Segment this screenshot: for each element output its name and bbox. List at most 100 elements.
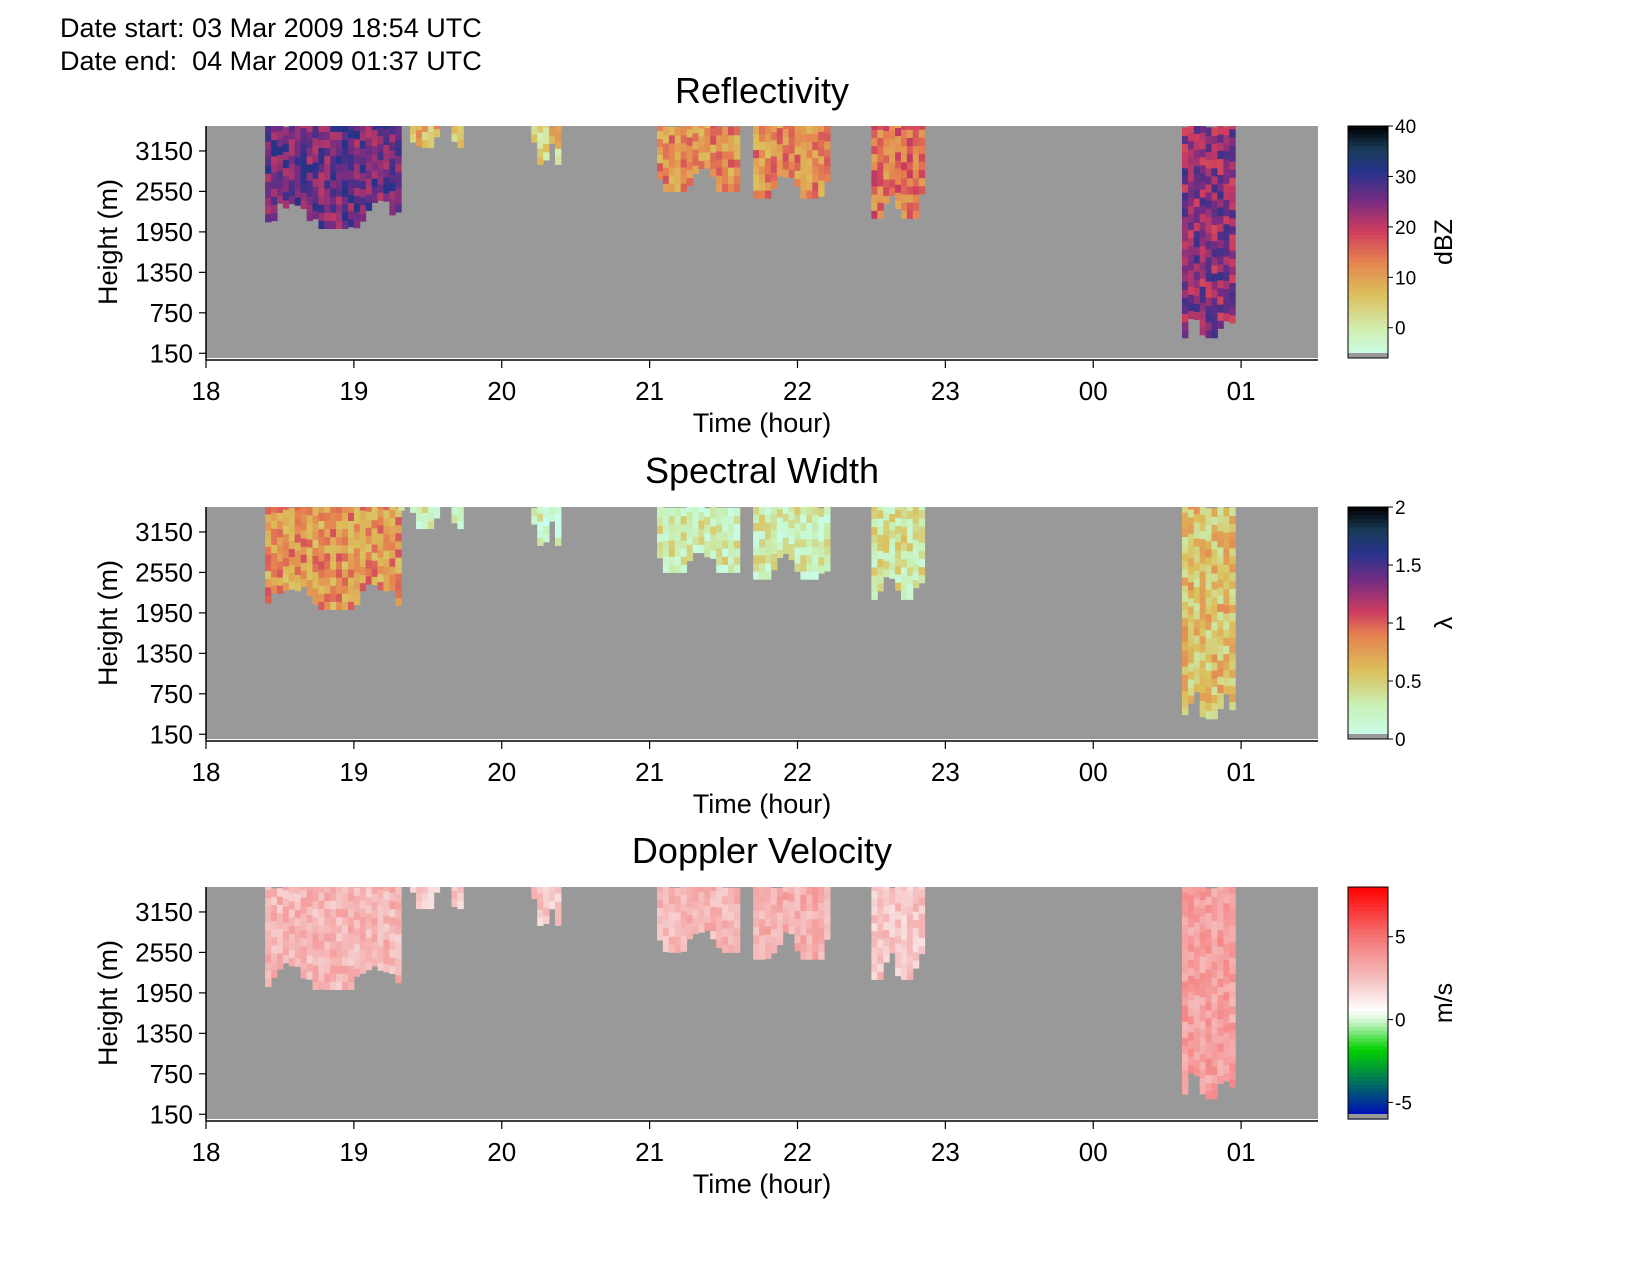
echo-cell xyxy=(1217,929,1224,939)
echo-cell xyxy=(282,135,290,144)
colorbar-segment xyxy=(1348,599,1388,605)
colorbar-segment xyxy=(1348,975,1388,981)
echo-cell xyxy=(531,887,538,891)
echo-cell xyxy=(348,154,355,163)
echo-cell xyxy=(722,540,729,549)
echo-cell xyxy=(806,157,813,167)
echo-cell xyxy=(288,179,296,188)
colorbar-segment xyxy=(1348,684,1388,690)
echo-cell xyxy=(1229,523,1236,533)
echo-cell xyxy=(871,126,878,130)
y-tick-label: 2550 xyxy=(135,176,193,206)
echo-cell xyxy=(662,126,670,136)
echo-cell xyxy=(353,187,361,196)
echo-cell xyxy=(359,213,367,222)
x-tick-label: 23 xyxy=(931,376,960,406)
echo-cell xyxy=(759,951,766,960)
echo-cell xyxy=(1205,321,1212,331)
echo-cell xyxy=(1211,516,1218,525)
echo-cell xyxy=(806,554,813,564)
echo-cell xyxy=(759,507,766,515)
echo-cell xyxy=(1193,182,1201,191)
echo-cell xyxy=(1223,167,1230,176)
echo-cell xyxy=(1223,951,1230,960)
echo-cell xyxy=(353,588,361,597)
echo-cell xyxy=(794,547,801,556)
echo-cell xyxy=(1217,643,1224,653)
echo-cell xyxy=(1193,279,1201,288)
echo-cell xyxy=(895,574,902,583)
echo-cell xyxy=(1223,572,1230,582)
echo-cell xyxy=(543,907,550,916)
echo-cell xyxy=(753,563,760,572)
echo-cell xyxy=(1182,593,1189,602)
echo-cell xyxy=(657,915,664,925)
echo-cell xyxy=(277,961,284,970)
echo-cell xyxy=(324,163,331,173)
echo-cell xyxy=(543,507,550,510)
echo-cell xyxy=(1223,548,1230,557)
echo-cell xyxy=(1182,329,1189,339)
echo-cell xyxy=(555,529,562,538)
echo-cell xyxy=(324,932,331,942)
echo-cell xyxy=(555,132,562,141)
echo-cell xyxy=(537,148,544,157)
echo-cell xyxy=(733,944,741,953)
echo-cell xyxy=(759,563,766,572)
echo-cell xyxy=(1223,983,1230,993)
echo-cell xyxy=(1205,1017,1212,1027)
echo-cell xyxy=(555,893,562,902)
echo-cell xyxy=(1205,1001,1212,1011)
colorbar-segment xyxy=(1348,952,1388,958)
echo-cell xyxy=(1229,314,1236,324)
echo-cell xyxy=(1187,695,1195,704)
echo-cell xyxy=(300,192,307,201)
echo-cell xyxy=(710,128,717,137)
echo-cell xyxy=(312,579,319,589)
echo-cell xyxy=(912,571,920,581)
echo-cell xyxy=(877,938,884,948)
echo-cell xyxy=(389,133,396,143)
echo-cell xyxy=(377,954,384,963)
echo-cell xyxy=(818,171,825,181)
echo-cell xyxy=(395,589,402,598)
echo-cell xyxy=(753,530,760,540)
echo-cell xyxy=(788,169,795,178)
echo-cell xyxy=(877,906,884,916)
echo-cell xyxy=(1217,603,1224,612)
echo-cell xyxy=(883,953,890,963)
echo-cell xyxy=(1217,897,1224,906)
echo-cell xyxy=(348,908,355,918)
echo-cell xyxy=(1193,922,1201,931)
echo-cell xyxy=(1182,948,1189,958)
echo-cell xyxy=(383,899,390,908)
echo-cell xyxy=(1217,587,1224,596)
echo-cell xyxy=(686,914,693,924)
colorbar-segment xyxy=(1348,630,1388,636)
echo-cell xyxy=(271,576,278,586)
echo-cell xyxy=(555,537,562,546)
echo-cell xyxy=(300,184,307,193)
echo-cell xyxy=(271,888,278,897)
echo-cell xyxy=(288,195,296,205)
colorbar-segment xyxy=(1348,507,1388,512)
echo-cell xyxy=(753,141,760,151)
colorbar-segment xyxy=(1348,960,1388,965)
echo-cell xyxy=(1211,524,1218,534)
colorbar-segment xyxy=(1348,1076,1388,1081)
echo-cell xyxy=(1199,229,1207,239)
echo-cell xyxy=(377,937,384,947)
echo-cell xyxy=(794,894,801,903)
echo-cell xyxy=(800,190,807,199)
echo-cell xyxy=(271,507,278,513)
echo-cell xyxy=(668,167,676,176)
echo-cell xyxy=(365,169,373,179)
echo-cell xyxy=(788,153,795,162)
echo-cell xyxy=(359,566,367,576)
echo-cell xyxy=(277,920,284,930)
echo-cell xyxy=(782,126,790,129)
echo-cell xyxy=(889,912,896,921)
echo-cell xyxy=(1223,919,1230,928)
echo-cell xyxy=(1223,613,1230,622)
echo-cell xyxy=(668,142,676,152)
